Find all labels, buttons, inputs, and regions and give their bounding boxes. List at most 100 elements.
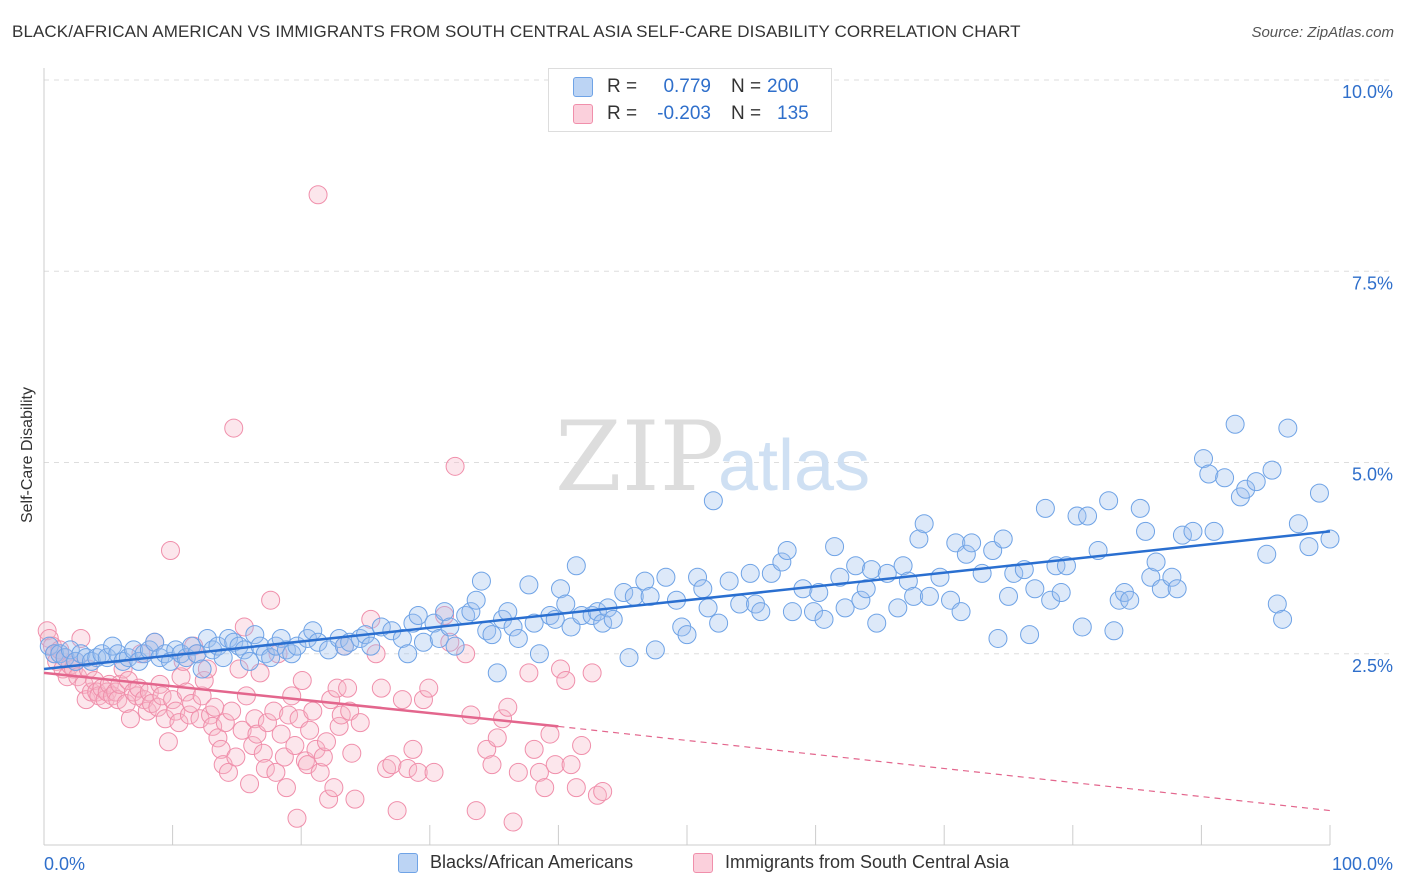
data-point-blue [1215,468,1235,488]
data-point-blue [988,628,1008,648]
data-point-pink [285,736,305,756]
data-point-blue [1267,594,1287,614]
data-point-pink [329,716,349,736]
data-point-blue [435,602,455,622]
tick-labels: 2.5% 5.0% 7.5% 10.0% 0.0% 100.0% [44,82,1393,874]
data-point-pink [211,739,231,759]
data-point-blue [361,636,381,656]
data-point-blue [461,602,481,622]
legend-r-value: -0.203 [657,103,711,124]
data-point-pink [440,632,460,652]
data-point-pink [171,667,191,687]
data-point-blue [1199,464,1219,484]
series-label-pink: Immigrants from South Central Asia [725,852,1010,872]
data-point-pink [276,778,296,798]
data-point-pink [310,762,330,782]
data-point-pink [519,663,539,683]
grid-lines [44,79,1392,655]
data-point-blue [240,651,260,671]
data-point-blue [276,640,296,660]
series-blue-points [39,414,1340,683]
data-point-pink [524,739,544,759]
data-point-blue [213,648,233,668]
data-point-pink [205,697,225,717]
y-tick-label: 10.0% [1342,82,1393,102]
data-point-pink [229,659,249,679]
legend-n-value: 200 [767,76,799,97]
data-point-pink [445,456,465,476]
data-point-blue [1051,583,1071,603]
data-point-pink [215,713,235,733]
data-point-blue [645,640,665,660]
data-point-pink [461,705,481,725]
data-point-pink [413,690,433,710]
data-point-blue [1120,590,1140,610]
data-point-pink [466,801,486,821]
source-credit: Source: ZipAtlas.com [1251,24,1394,41]
data-point-blue [1273,609,1293,629]
data-point-blue [1194,449,1214,469]
data-point-blue [1204,521,1224,541]
legend-row-blue: R = 0.779 N = 200 [573,75,799,99]
data-point-blue [814,609,834,629]
data-point-blue [45,644,65,664]
data-point-pink [257,713,277,733]
data-point-blue [1299,537,1319,557]
x-tick-label: 0.0% [44,854,85,874]
data-point-blue [551,579,571,599]
data-point-blue [914,514,934,534]
data-point-pink [203,716,223,736]
data-point-pink [371,678,391,698]
data-point-blue [593,613,613,633]
data-point-blue [566,556,586,576]
data-point-pink [282,686,302,706]
data-point-blue [614,583,634,603]
data-point-blue [919,586,939,606]
data-point-blue [740,563,760,583]
data-point-pink [158,732,178,752]
trend-line-blue [43,530,1331,671]
legend-n-label: N = [731,103,762,124]
data-point-pink [287,808,307,828]
data-point-blue [218,628,238,648]
data-point-pink [529,762,549,782]
data-point-blue [867,613,887,633]
watermark-zip: ZIP [555,401,724,513]
data-point-pink [503,812,523,832]
data-point-blue [888,598,908,618]
data-point-blue [471,571,491,591]
data-point-blue [1246,472,1266,492]
data-point-pink [264,701,284,721]
data-point-pink [116,693,136,713]
y-tick-label: 2.5% [1352,656,1393,676]
data-point-blue [1278,418,1298,438]
data-point-pink [253,743,273,763]
y-tick-label: 7.5% [1352,273,1393,293]
legend-swatch-pink [573,104,593,124]
data-point-pink [240,774,260,794]
x-tick-label: 100.0% [1332,854,1393,874]
data-point-pink [324,778,344,798]
data-point-blue [71,644,91,664]
data-point-blue [693,579,713,599]
data-point-pink [456,644,476,664]
y-tick-label: 5.0% [1352,465,1393,485]
data-point-blue [809,583,829,603]
data-point-blue [830,567,850,587]
data-point-blue [772,552,792,572]
data-point-pink [266,762,286,782]
data-point-blue [825,537,845,557]
legend-swatch-blue [573,77,593,97]
watermark-atlas: atlas [718,426,870,506]
data-point-pink [387,801,407,821]
data-point-pink [306,739,326,759]
legend-n-label: N = [731,76,762,97]
series-label-blue: Blacks/African Americans [430,852,634,872]
data-point-blue [1167,579,1187,599]
data-point-blue [698,598,718,618]
data-point-blue [1236,479,1256,499]
series-pink-points [37,185,613,832]
axes [43,68,1331,846]
data-point-pink [582,663,602,683]
